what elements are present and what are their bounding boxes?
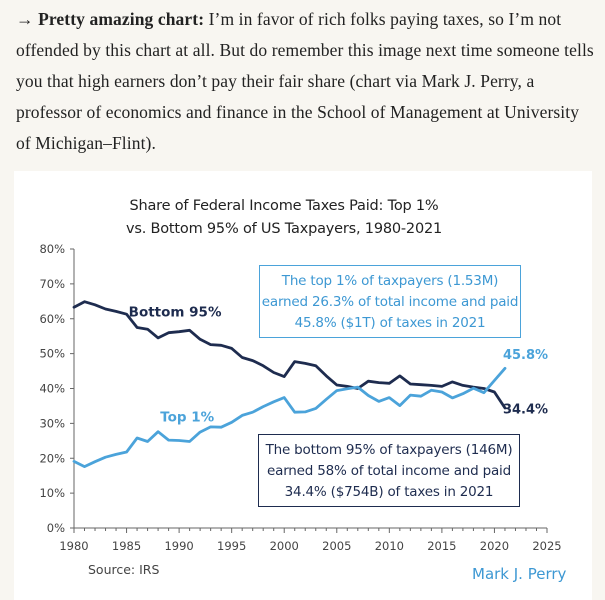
x-tick-label: 2025 [532, 539, 561, 553]
article-lead: Pretty amazing chart: [38, 9, 205, 29]
callout-top-line-1: The top 1% of taxpayers (1.53M) [281, 273, 499, 289]
x-tick-label: 2005 [322, 539, 351, 553]
series-line-top-1 [72, 366, 507, 469]
author-brand: Mark J. Perry [472, 565, 567, 583]
x-tick-label: 1980 [59, 539, 88, 553]
x-tick-label: 1995 [217, 539, 246, 553]
end-label-bottom-95: 34.4% [503, 403, 548, 418]
end-label-top-1: 45.8% [503, 348, 548, 363]
callout-bottom-95pct: The bottom 95% of taxpayers (146M) earne… [258, 434, 520, 507]
chart-title-line-1: Share of Federal Income Taxes Paid: Top … [129, 198, 439, 214]
chart-card: Share of Federal Income Taxes Paid: Top … [14, 171, 592, 600]
x-tick-label: 2010 [375, 539, 404, 553]
source-note: Source: IRS [88, 562, 160, 577]
x-tick-label: 1990 [164, 539, 193, 553]
x-tick-label: 2015 [427, 539, 456, 553]
y-tick-label: 30% [39, 416, 65, 430]
line-chart: 0% 10% 20% 30% 40% 50% 60% 70% 80% 1980 1985 1990 19… [39, 242, 561, 553]
y-tick-label: 40% [39, 382, 65, 396]
x-tick-label: 2020 [480, 539, 509, 553]
callout-bottom-line-3: 34.4% ($754B) of taxes in 2021 [284, 484, 494, 500]
x-tick-label: 2000 [270, 539, 299, 553]
callout-bottom-line-2: earned 58% of total income and paid [267, 463, 511, 479]
y-tick-label: 10% [39, 486, 65, 500]
series-label-bottom-95: Bottom 95% [129, 305, 222, 321]
y-tick-label: 50% [39, 347, 65, 361]
y-tick-label: 0% [47, 521, 65, 535]
article-paragraph: → Pretty amazing chart: I’m in favor of … [16, 4, 596, 159]
article-body: I’m in favor of rich folks paying taxes,… [16, 9, 594, 153]
y-tick-label: 20% [39, 451, 65, 465]
series-line-bottom-95 [72, 300, 507, 410]
callout-top-line-2: earned 26.3% of total income and paid [261, 294, 519, 310]
x-tick-label: 1985 [112, 539, 141, 553]
series-label-top-1: Top 1% [160, 409, 214, 425]
callout-top-1pct: The top 1% of taxpayers (1.53M) earned 2… [259, 265, 521, 338]
arrow-icon: → [16, 9, 34, 29]
callout-top-line-3: 45.8% ($1T) of taxes in 2021 [294, 315, 486, 331]
callout-bottom-line-1: The bottom 95% of taxpayers (146M) [265, 442, 513, 458]
chart-title-line-2: vs. Bottom 95% of US Taxpayers, 1980-202… [125, 221, 443, 237]
y-tick-label: 70% [39, 277, 65, 291]
y-tick-label: 60% [39, 312, 65, 326]
y-tick-label: 80% [39, 242, 65, 256]
